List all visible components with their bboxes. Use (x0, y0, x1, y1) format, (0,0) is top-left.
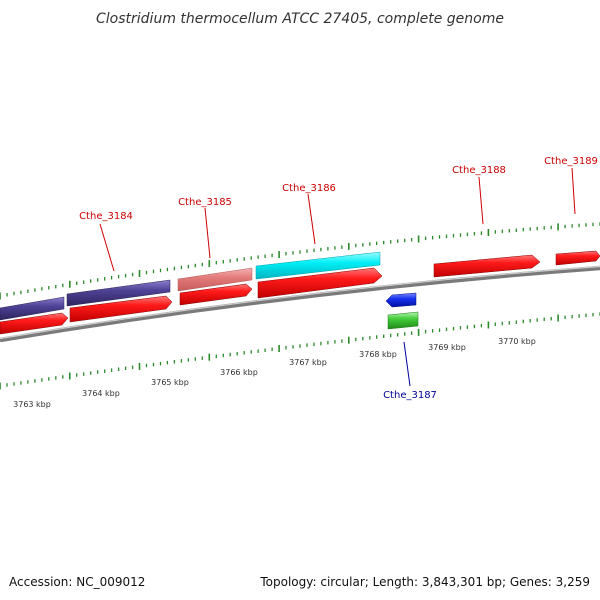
scale-label: 3765 kbp (151, 378, 189, 387)
gene-label-cthe-3187[interactable]: Cthe_3187 (383, 390, 437, 401)
cds-arrow[interactable] (257, 267, 383, 299)
accession-text: Accession: NC_009012 (9, 575, 145, 589)
gene-feature-cthe-3187-reverse[interactable] (385, 292, 417, 308)
label-leaders (99, 167, 576, 387)
cds-arrow[interactable] (69, 295, 173, 323)
gene-label-cthe-3188[interactable]: Cthe_3188 (452, 165, 506, 176)
gene-feature-cthe-3187[interactable] (387, 311, 419, 330)
upper-feature-track (0, 251, 381, 321)
scale-label: 3764 kbp (82, 389, 120, 398)
gene-feature-cthe-3185[interactable] (177, 267, 253, 292)
cds-track (0, 250, 600, 335)
gene-feature-cthe-3184-a[interactable] (0, 296, 65, 321)
reverse-feature-track (385, 292, 419, 330)
map-title: Clostridium thermocellum ATCC 27405, com… (96, 11, 504, 27)
gene-feature-cthe-3186[interactable] (255, 251, 381, 280)
scale-labels: 3763 kbp 3764 kbp 3765 kbp 3766 kbp 3767… (13, 337, 536, 409)
scale-label: 3768 kbp (359, 350, 397, 359)
genome-summary-text: Topology: circular; Length: 3,843,301 bp… (259, 575, 590, 589)
gene-label-cthe-3185[interactable]: Cthe_3185 (178, 197, 232, 208)
gene-feature-cthe-3184[interactable] (66, 279, 171, 307)
gene-feature-cthe-3188[interactable] (433, 254, 541, 278)
scale-label: 3763 kbp (13, 400, 51, 409)
gene-label-cthe-3189[interactable]: Cthe_3189 (544, 156, 598, 167)
genome-backbone (0, 265, 600, 343)
cds-arrow[interactable] (0, 312, 69, 335)
gene-feature-cthe-3189[interactable] (555, 250, 600, 266)
scale-label: 3769 kbp (428, 343, 466, 352)
scale-label: 3770 kbp (498, 337, 536, 346)
scale-label: 3767 kbp (289, 358, 327, 367)
scale-label: 3766 kbp (220, 368, 258, 377)
gene-labels: Cthe_3184 Cthe_3185 Cthe_3186 Cthe_3187 … (79, 156, 598, 401)
scale-ticks (0, 222, 600, 390)
cds-arrow[interactable] (179, 283, 253, 306)
gene-label-cthe-3184[interactable]: Cthe_3184 (79, 211, 133, 222)
gene-label-cthe-3186[interactable]: Cthe_3186 (282, 183, 336, 194)
